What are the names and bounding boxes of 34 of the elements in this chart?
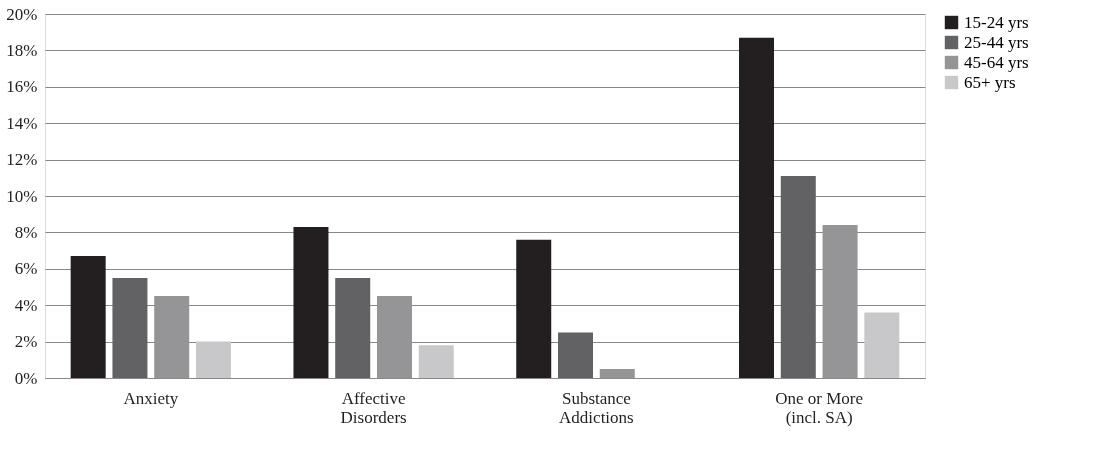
y-tick-label: 8% <box>14 222 38 242</box>
bar <box>154 296 190 378</box>
bar <box>112 277 148 378</box>
legend-label: 45-64 yrs <box>964 52 1029 72</box>
y-tick-label: 14% <box>6 113 38 133</box>
bar <box>418 345 454 378</box>
legend-label: 25-44 yrs <box>964 32 1029 52</box>
bar <box>70 256 106 378</box>
bar <box>822 225 858 378</box>
bar <box>376 296 412 378</box>
bar <box>516 239 552 378</box>
y-tick-label: 16% <box>6 77 38 97</box>
bar <box>195 341 231 378</box>
y-tick-label: 12% <box>6 150 38 170</box>
y-tick-label: 10% <box>6 186 38 206</box>
legend-label: 65+ yrs <box>964 72 1016 92</box>
y-tick-label: 6% <box>14 259 38 279</box>
bar <box>558 332 594 378</box>
legend-label: 15-24 yrs <box>964 12 1029 32</box>
x-tick-label: Anxiety <box>123 388 179 408</box>
y-tick-label: 4% <box>14 295 38 315</box>
x-tick-label: One or More (incl. SA) <box>775 388 864 427</box>
y-tick-label: 2% <box>14 332 38 352</box>
bar <box>335 277 371 378</box>
x-tick-label: Affective Disorders <box>340 388 407 427</box>
y-tick-label: 20% <box>6 4 38 24</box>
bar <box>293 226 329 378</box>
bar <box>739 37 775 378</box>
bar <box>780 175 816 378</box>
x-tick-label: Substance Addictions <box>559 388 634 427</box>
bar <box>864 312 900 378</box>
bar <box>599 368 635 378</box>
y-tick-label: 18% <box>6 40 38 60</box>
y-tick-label: 0% <box>14 368 38 388</box>
